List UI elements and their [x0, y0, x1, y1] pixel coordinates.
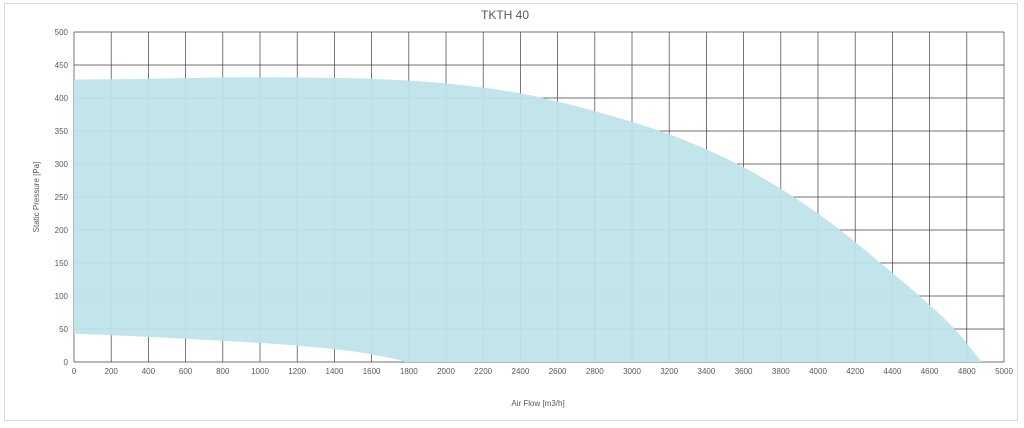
y-tick-label: 350	[55, 127, 69, 136]
y-tick-label: 300	[55, 160, 69, 169]
x-tick-label: 1000	[251, 367, 269, 376]
x-tick-label: 1200	[288, 367, 306, 376]
x-tick-label: 3400	[698, 367, 716, 376]
x-tick-label: 200	[105, 367, 119, 376]
x-tick-labels: 0 200 400 600 800 1000 1200 1400 1600 1800 2000 220…	[72, 367, 1014, 376]
x-tick-label: 3600	[735, 367, 753, 376]
chart-title: TKTH 40	[481, 8, 529, 22]
x-tick-label: 4000	[809, 367, 827, 376]
x-tick-label: 1600	[363, 367, 381, 376]
x-tick-label: 2200	[474, 367, 492, 376]
x-tick-label: 3800	[772, 367, 790, 376]
y-tick-label: 100	[55, 292, 69, 301]
x-tick-label: 2000	[437, 367, 455, 376]
y-tick-label: 500	[55, 28, 69, 37]
y-tick-label: 450	[55, 61, 69, 70]
x-tick-label: 1800	[400, 367, 418, 376]
x-tick-label: 4200	[846, 367, 864, 376]
x-tick-label: 2800	[586, 367, 604, 376]
y-tick-label: 400	[55, 94, 69, 103]
y-tick-labels: 0 50 100 150 200 250 300 350 400 450 500	[55, 28, 69, 367]
y-axis-label: Static Pressure [Pa]	[32, 162, 41, 233]
x-tick-label: 3000	[623, 367, 641, 376]
y-tick-label: 150	[55, 259, 69, 268]
x-tick-label: 5000	[995, 367, 1013, 376]
x-tick-label: 3200	[660, 367, 678, 376]
x-tick-label: 4600	[921, 367, 939, 376]
x-tick-label: 400	[142, 367, 156, 376]
x-tick-label: 4800	[958, 367, 976, 376]
x-tick-label: 800	[216, 367, 230, 376]
y-tick-label: 50	[59, 325, 68, 334]
x-tick-label: 1400	[326, 367, 344, 376]
y-tick-label: 0	[64, 358, 69, 367]
y-tick-label: 250	[55, 193, 69, 202]
x-tick-label: 4400	[884, 367, 902, 376]
y-tick-label: 200	[55, 226, 69, 235]
operating-area	[74, 77, 982, 362]
x-axis-label: Air Flow [m3/h]	[511, 399, 564, 408]
x-tick-label: 2600	[549, 367, 567, 376]
x-tick-label: 2400	[512, 367, 530, 376]
x-tick-label: 0	[72, 367, 77, 376]
x-tick-label: 600	[179, 367, 193, 376]
